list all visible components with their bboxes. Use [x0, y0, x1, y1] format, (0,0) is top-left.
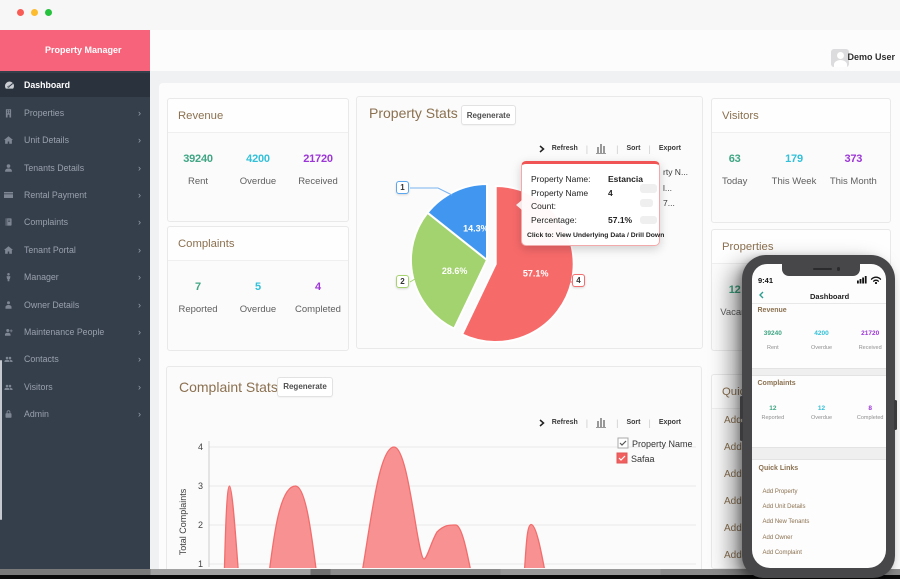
svg-text:Total Complaints: Total Complaints: [178, 488, 188, 555]
svg-text:14.3%: 14.3%: [463, 224, 489, 234]
svg-text:3: 3: [198, 481, 203, 491]
svg-text:2: 2: [198, 520, 203, 530]
svg-text:Property Name: Property Name: [632, 439, 693, 449]
svg-text:28.6%: 28.6%: [442, 266, 468, 276]
svg-text:1: 1: [198, 559, 203, 568]
svg-text:4: 4: [198, 442, 203, 452]
svg-text:Safaa: Safaa: [631, 454, 655, 464]
svg-text:57.1%: 57.1%: [523, 269, 549, 279]
